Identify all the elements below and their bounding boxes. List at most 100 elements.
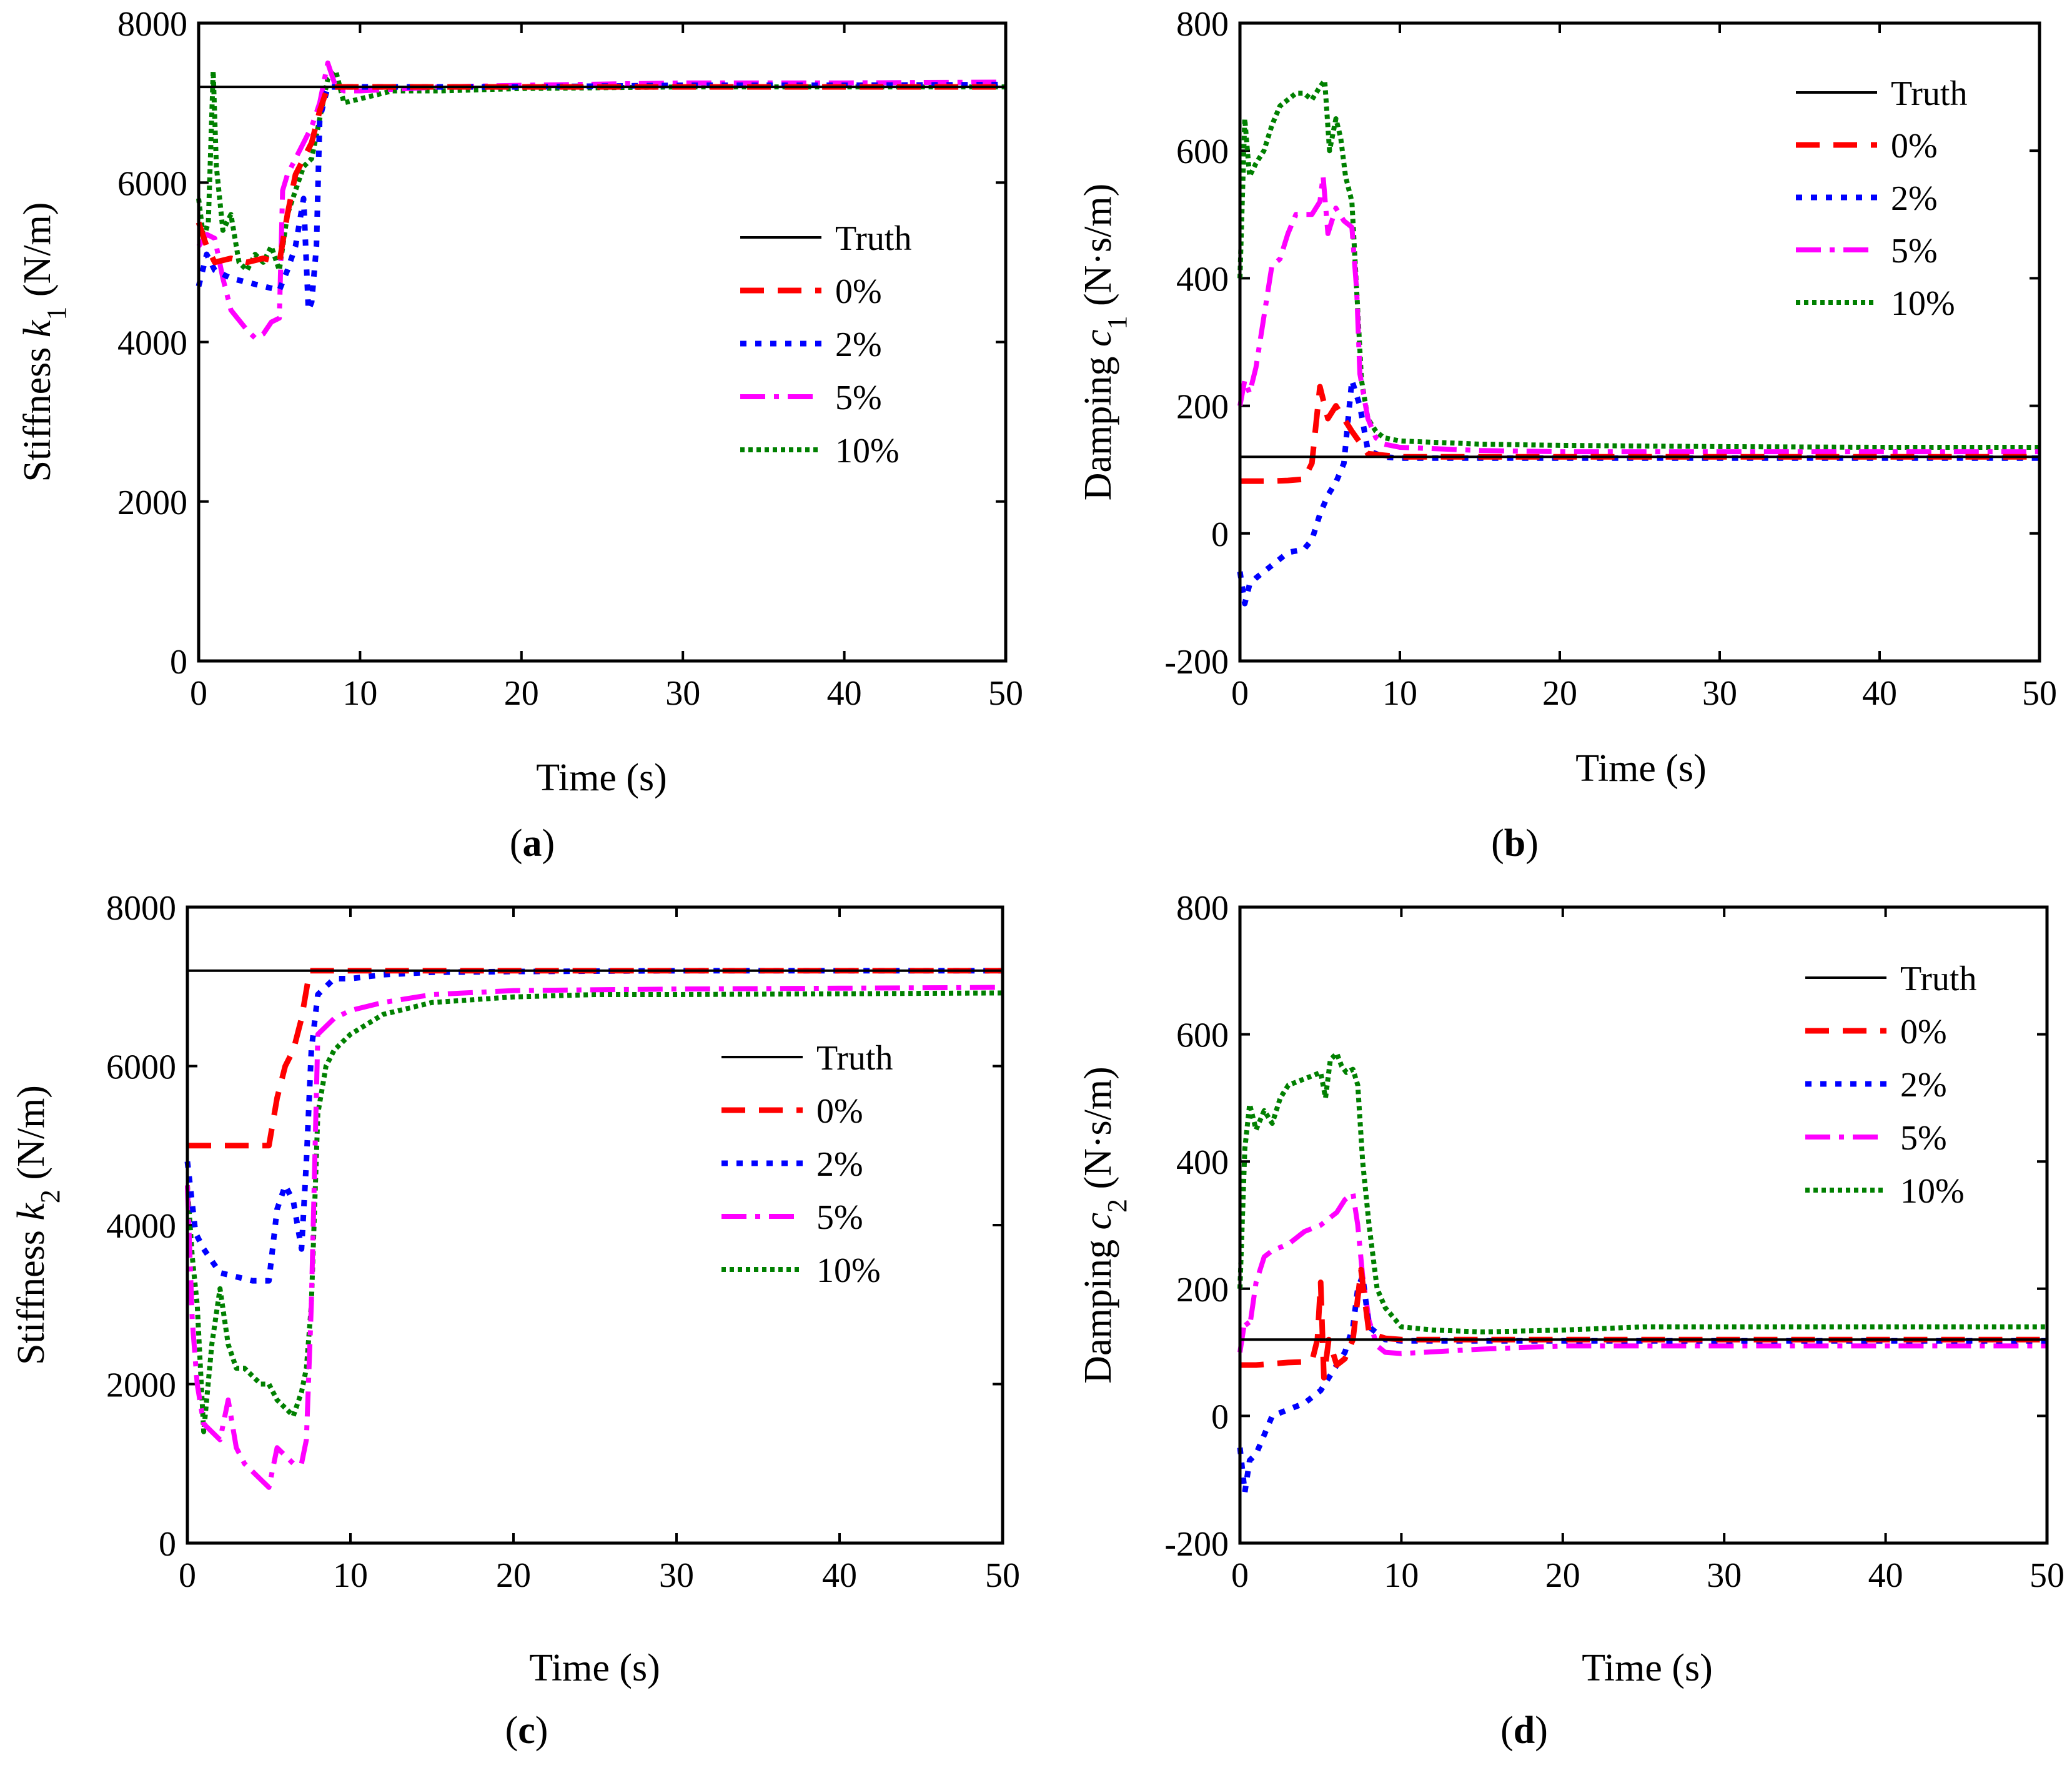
panel-c-y-tick-label: 4000 (106, 1207, 176, 1246)
panel-d-plot-frame (1238, 905, 2049, 1545)
panel-a-x-tick-label: 20 (504, 674, 539, 713)
panel-c-legend-label: 2% (816, 1145, 863, 1184)
panel-a-y-axis-label-prefix: Stiffness (16, 337, 59, 482)
panel-a-y-tick-label: 4000 (117, 324, 187, 363)
panel-b-series-5pct (1237, 174, 2040, 455)
panel-d-legend-label: Truth (1900, 960, 1976, 998)
panel-b-y-axis-unit: (N·s/m) (1077, 184, 1119, 316)
panel-a-legend-label: 2% (835, 325, 882, 364)
panel-a-y-axis-subscript: 1 (41, 307, 72, 320)
panel-a-series-2pct (196, 81, 1006, 313)
panel-b-plot-frame (1238, 21, 2041, 663)
panel-d-x-axis-label: Time (s) (1582, 1647, 1713, 1689)
panel-d-legend-label: 10% (1900, 1172, 1965, 1211)
panel-a-x-tick-label: 30 (665, 674, 700, 713)
panel-a-caption: (a) (510, 822, 555, 865)
panel-d-y-tick-label: 0 (1211, 1398, 1229, 1436)
panel-a-y-axis-symbol: k (16, 319, 59, 337)
panel-c-y-tick-label: 0 (159, 1525, 176, 1564)
panel-a-x-tick-label: 50 (988, 674, 1023, 713)
panel-a-series-5pct (196, 60, 1006, 341)
panel-c-caption-letter: c (518, 1709, 535, 1752)
panel-b-legend-label: 2% (1891, 179, 1938, 218)
panel-d-x-tick-label: 30 (1707, 1556, 1742, 1595)
panel-c-x-tick-label: 10 (333, 1556, 368, 1595)
panel-a-ticks: 0 10 20 30 40 50 0 2000 4000 6000 8000 (117, 5, 1023, 713)
panel-b-caption-letter: b (1504, 822, 1525, 865)
panel-a-plot-frame (197, 21, 1008, 663)
panel-a-legend-label: 10% (835, 432, 900, 470)
panel-b-y-tick-label: 0 (1211, 515, 1229, 554)
panel-c-series-5pct (185, 985, 1003, 1490)
panel-d-y-tick-label: 600 (1176, 1016, 1229, 1055)
panel-d-series (1237, 1051, 2047, 1496)
panel-a-x-tick-label: 10 (342, 674, 377, 713)
panel-b-y-axis-label-prefix: Damping (1077, 347, 1119, 500)
panel-b-series (1237, 77, 2040, 607)
panel-d-caption: (d) (1500, 1709, 1548, 1752)
panel-b-legend-label: 10% (1891, 284, 1955, 323)
panel-d-x-tick-label: 20 (1545, 1556, 1580, 1595)
panel-d-y-axis-unit: (N·s/m) (1077, 1066, 1119, 1199)
panel-d-y-axis-symbol: c (1077, 1213, 1119, 1230)
panel-d-legend-label: 0% (1900, 1013, 1947, 1051)
panel-a-x-axis-label: Time (s) (536, 757, 667, 799)
panel-c-y-tick-label: 8000 (106, 889, 176, 928)
panel-c-x-tick-label: 0 (179, 1556, 196, 1595)
panel-b-series-2pct (1237, 377, 2040, 607)
panel-a-caption-letter: a (523, 822, 542, 865)
panel-c-series (184, 968, 1003, 1490)
panel-a-legend-label: 5% (835, 379, 882, 417)
panel-d-y-tick-label: 200 (1176, 1271, 1229, 1309)
panel-b-x-tick-label: 0 (1231, 674, 1249, 713)
panel-c-y-axis-subscript: 2 (35, 1189, 66, 1203)
panel-b-x-tick-label: 40 (1862, 674, 1897, 713)
panel-c-y-tick-label: 6000 (106, 1048, 176, 1087)
panel-d-x-tick-label: 0 (1231, 1556, 1249, 1595)
panel-b-x-tick-label: 10 (1382, 674, 1417, 713)
panel-a-y-axis-unit: (N/m) (16, 202, 59, 307)
panel-d-x-tick-label: 40 (1868, 1556, 1903, 1595)
panel-b-y-axis-symbol: c (1077, 330, 1119, 347)
panel-c-legend-label: Truth (816, 1039, 893, 1078)
panel-a: 0 10 20 30 40 50 0 2000 4000 6000 8000 Truth 0% 2% 5%… (16, 5, 1023, 865)
panel-a-y-axis-label: Stiffness k1 (N/m) (16, 202, 72, 482)
panel-c-y-axis-symbol: k (10, 1203, 52, 1221)
panel-d-series-2pct (1237, 1273, 2047, 1496)
panel-d-y-axis-label: Damping c2 (N·s/m) (1077, 1066, 1133, 1384)
panel-d-y-tick-label: 800 (1176, 889, 1229, 928)
panel-c-y-axis-label: Stiffness k2 (N/m) (10, 1085, 66, 1365)
panel-a-y-tick-label: 0 (170, 643, 187, 682)
panel-c-series-2pct (184, 968, 1003, 1284)
panel-a-x-tick-label: 40 (827, 674, 862, 713)
panel-c-caption: (c) (505, 1709, 548, 1752)
panel-b-x-axis-label: Time (s) (1575, 747, 1707, 790)
panel-b-series-10pct (1237, 77, 2040, 450)
panel-b-y-tick-label: 800 (1176, 5, 1229, 44)
panel-c-y-tick-label: 2000 (106, 1366, 176, 1405)
panel-b-x-tick-label: 20 (1542, 674, 1577, 713)
panel-c-legend-label: 5% (816, 1198, 863, 1237)
panel-b-y-tick-label: 600 (1176, 132, 1229, 171)
panel-c-x-tick-label: 50 (985, 1556, 1020, 1595)
panel-b-y-axis-label: Damping c1 (N·s/m) (1077, 184, 1133, 501)
panel-d-series-5pct (1237, 1191, 2047, 1356)
panel-d-y-tick-label: -200 (1164, 1525, 1229, 1564)
panel-b-y-tick-label: 200 (1176, 388, 1229, 427)
panel-b-y-axis-subscript: 1 (1102, 316, 1133, 330)
panel-a-legend-label: Truth (835, 219, 911, 258)
panel-a-x-tick-label: 0 (190, 674, 207, 713)
panel-b-legend: Truth 0% 2% 5% 10% (1796, 74, 1967, 323)
panel-b-legend-label: 5% (1891, 232, 1938, 271)
panel-a-legend: Truth 0% 2% 5% 10% (740, 219, 911, 470)
panel-c-x-tick-label: 40 (822, 1556, 857, 1595)
panel-c-legend: Truth 0% 2% 5% 10% (721, 1039, 893, 1290)
panel-b-caption: (b) (1491, 822, 1539, 865)
panel-d-legend-label: 2% (1900, 1066, 1947, 1105)
panel-b-y-tick-label: -200 (1164, 643, 1229, 682)
